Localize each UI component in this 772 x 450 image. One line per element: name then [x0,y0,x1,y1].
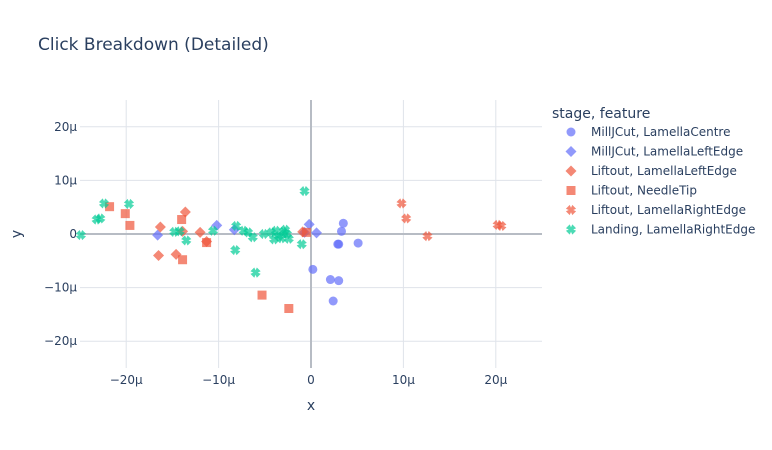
legend-item[interactable]: Liftout, NeedleTip [566,184,698,198]
legend-marker [565,165,577,177]
legend-item[interactable]: MillJCut, LamellaLeftEdge [565,145,744,159]
legend-item[interactable]: MillJCut, LamellaCentre [566,125,731,139]
legend-marker [566,186,576,195]
data-point [207,225,219,236]
data-point [396,198,407,209]
legend-marker [565,204,577,216]
data-point [301,227,311,237]
series-3 [105,202,311,314]
data-point [328,296,338,306]
series-4 [396,198,507,242]
y-axis-title: y [9,230,25,238]
data-point [120,209,130,219]
data-point [154,221,166,233]
data-point [353,238,363,248]
legend-marker [566,127,576,137]
data-point [181,235,192,246]
data-point [496,220,507,232]
data-point [303,218,315,230]
data-point [123,198,135,210]
data-point [258,228,269,240]
legend-item[interactable]: Liftout, LamellaLeftEdge [565,164,737,178]
legend-title: stage, feature [552,106,650,122]
data-point [338,218,348,228]
legend[interactable]: stage, feature MillJCut, LamellaCentre Mi… [552,106,755,237]
data-point [334,276,344,286]
data-point [105,202,115,212]
legend-label: Landing, LamellaRightEdge [591,223,755,237]
x-tick-label: 0 [307,373,315,387]
data-point [202,238,212,248]
data-point [179,206,191,218]
data-point [178,255,188,265]
data-point [95,213,106,224]
data-point [299,186,310,197]
y-tick-labels: −20μ −10μ 0 10μ 20μ [44,120,77,348]
x-tick-labels: −20μ −10μ 0 10μ 20μ [110,373,508,387]
series-5 [75,186,310,278]
data-point [177,225,189,237]
x-tick-label: 20μ [484,373,507,387]
data-points [75,186,507,314]
legend-label: Liftout, NeedleTip [591,184,697,198]
data-point [401,213,412,224]
x-tick-label: −20μ [110,373,143,387]
legend-marker [565,224,577,235]
data-point [153,249,165,261]
data-point [325,275,335,285]
data-point [230,244,241,256]
y-tick-label: 10μ [54,173,77,187]
data-point [250,267,261,278]
data-point [177,215,187,225]
data-point [194,226,206,238]
data-point [284,304,294,314]
data-point [75,229,87,241]
data-point [283,233,294,244]
data-point [125,220,135,230]
y-tick-label: 20μ [54,120,77,134]
data-point [308,264,318,274]
data-point [170,248,182,260]
legend-label: Liftout, LamellaLeftEdge [591,164,737,178]
series-0 [308,218,363,306]
x-axis-title: x [307,398,315,414]
zero-lines [80,100,542,368]
y-tick-label: −10μ [44,281,77,295]
data-point [296,239,307,250]
data-point [231,220,242,232]
data-point [336,226,346,236]
x-tick-label: −10μ [202,373,235,387]
x-tick-label: 10μ [392,373,415,387]
legend-item[interactable]: Liftout, LamellaRightEdge [565,203,746,217]
legend-label: MillJCut, LamellaCentre [591,125,730,139]
data-point [247,232,258,243]
legend-marker [565,146,577,157]
data-point [257,290,267,300]
legend-label: MillJCut, LamellaLeftEdge [591,145,743,159]
data-point [422,231,433,242]
data-point [333,239,343,249]
data-point [311,227,323,239]
data-point [174,226,185,237]
data-point [98,198,110,209]
legend-item[interactable]: Landing, LamellaRightEdge [565,223,755,237]
legend-label: Liftout, LamellaRightEdge [591,203,746,217]
chart-title: Click Breakdown (Detailed) [38,35,269,55]
y-tick-label: 0 [69,227,77,241]
y-tick-label: −20μ [44,334,77,348]
